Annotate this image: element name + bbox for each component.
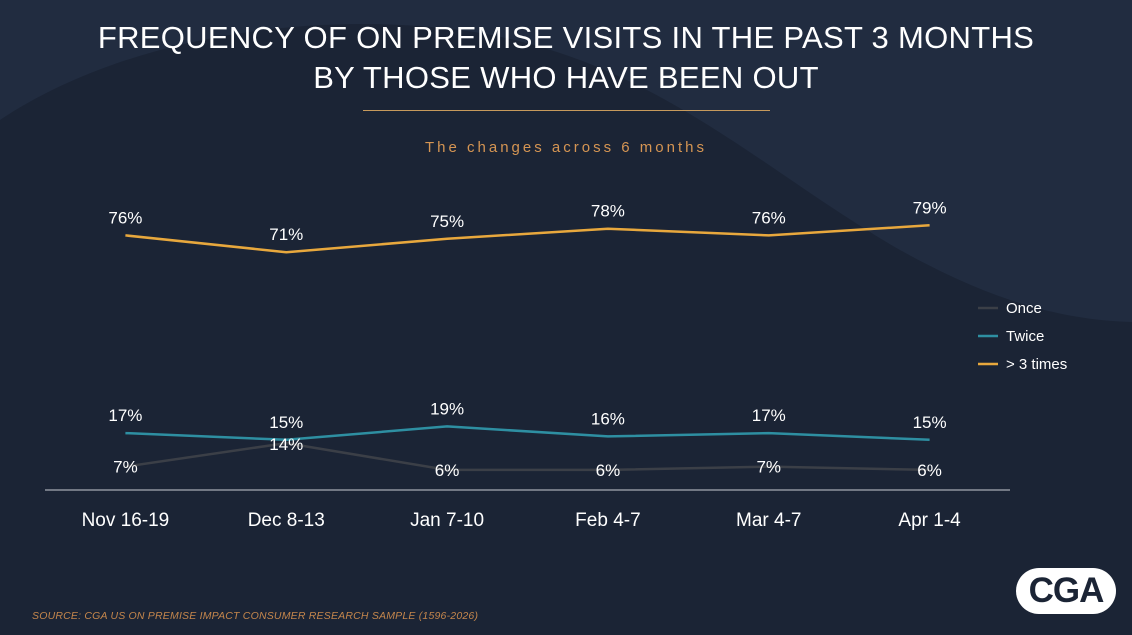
data-label: 7%: [113, 458, 138, 477]
data-label: 71%: [269, 225, 303, 244]
x-tick-label: Dec 8-13: [248, 510, 325, 531]
data-label: 15%: [269, 413, 303, 432]
legend-label: > 3 times: [1006, 356, 1067, 373]
x-tick-label: Feb 4-7: [575, 510, 640, 531]
x-tick-label: Jan 7-10: [410, 510, 484, 531]
data-label: 6%: [917, 461, 942, 480]
data-label: 7%: [756, 458, 781, 477]
data-label: 79%: [913, 198, 947, 217]
source-note: SOURCE: CGA US ON PREMISE IMPACT CONSUME…: [32, 610, 479, 622]
x-tick-label: Apr 1-4: [898, 510, 961, 531]
x-tick-label: Nov 16-19: [82, 510, 170, 531]
data-label: 14%: [269, 435, 303, 454]
series-line: [125, 425, 930, 442]
data-label: 16%: [591, 409, 625, 428]
data-label: 6%: [596, 461, 621, 480]
data-label: 75%: [430, 212, 464, 231]
data-label: 17%: [108, 406, 142, 425]
data-label: 15%: [913, 413, 947, 432]
x-tick-label: Mar 4-7: [736, 510, 801, 531]
cga-logo: CGA: [1016, 568, 1116, 614]
title-divider: [363, 110, 770, 111]
title-line-2: BY THOSE WHO HAVE BEEN OUT: [313, 60, 819, 95]
data-label: 19%: [430, 399, 464, 418]
series-line: [125, 441, 930, 472]
chart-subtitle: The changes across 6 months: [425, 139, 707, 156]
chart-title: FREQUENCY OF ON PREMISE VISITS IN THE PA…: [0, 18, 1132, 98]
legend-label: Twice: [1006, 328, 1044, 345]
data-label: 76%: [108, 208, 142, 227]
title-line-1: FREQUENCY OF ON PREMISE VISITS IN THE PA…: [97, 20, 1035, 55]
data-label: 17%: [752, 406, 786, 425]
legend-label: Once: [1006, 300, 1042, 317]
data-label: 78%: [591, 202, 625, 221]
data-label: 76%: [752, 208, 786, 227]
series-line: [125, 224, 930, 254]
data-label: 6%: [435, 461, 460, 480]
